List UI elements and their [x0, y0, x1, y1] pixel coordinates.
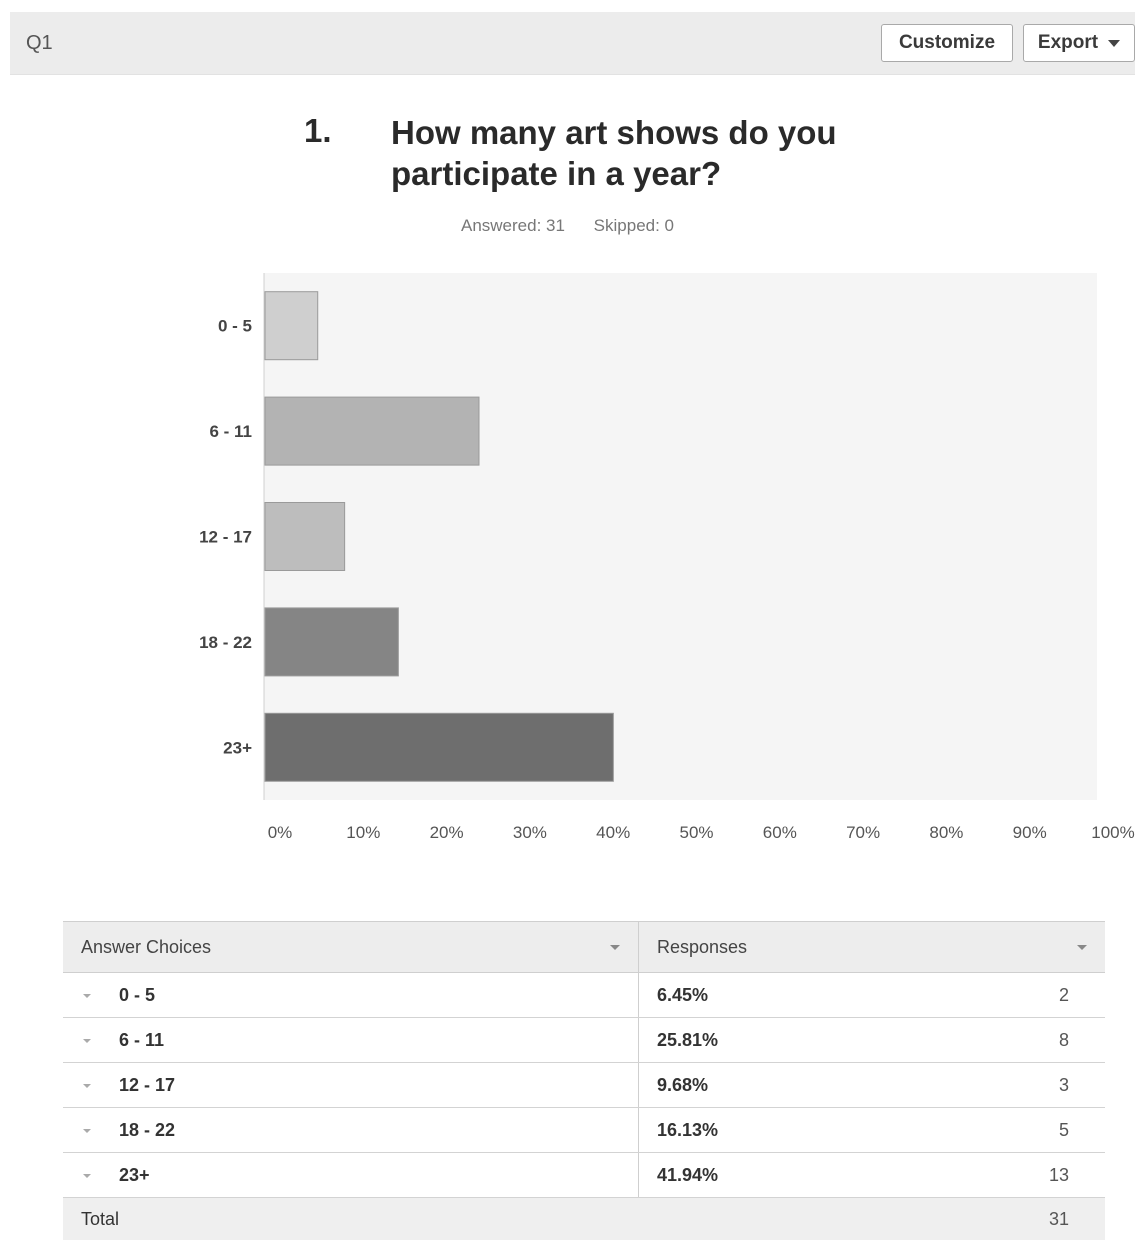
- answer-choices-header[interactable]: Answer Choices: [63, 922, 639, 973]
- choice-label: 23+: [119, 1165, 150, 1185]
- responses-header[interactable]: Responses: [639, 922, 1106, 973]
- bar[interactable]: [265, 608, 398, 676]
- x-tick-label: 80%: [929, 823, 963, 842]
- x-tick-label: 0%: [268, 823, 293, 842]
- table-header-row: Answer Choices Responses: [63, 922, 1105, 973]
- total-row: Total 31: [63, 1198, 1105, 1240]
- x-tick-label: 10%: [346, 823, 380, 842]
- count-cell: 8: [912, 1018, 1105, 1063]
- table-row: 0 - 5 6.45% 2: [63, 973, 1105, 1018]
- choice-cell: 23+: [63, 1153, 639, 1198]
- x-tick-label: 40%: [596, 823, 630, 842]
- responses-header-label: Responses: [657, 937, 747, 957]
- x-tick-label: 70%: [846, 823, 880, 842]
- row-expand-icon[interactable]: [83, 1039, 91, 1043]
- choice-label: 6 - 11: [119, 1030, 164, 1050]
- choice-label: 12 - 17: [119, 1075, 175, 1095]
- bar-chart: 0 - 5 6 - 11 12 - 17 18 - 22 23+ 0% 10% 20% 30% 4…: [0, 0, 1135, 880]
- sort-caret-icon[interactable]: [1077, 945, 1087, 950]
- choice-cell: 12 - 17: [63, 1063, 639, 1108]
- sort-caret-icon[interactable]: [610, 945, 620, 950]
- count-cell: 5: [912, 1108, 1105, 1153]
- table-row: 18 - 22 16.13% 5: [63, 1108, 1105, 1153]
- total-label: Total: [63, 1198, 639, 1240]
- row-expand-icon[interactable]: [83, 1174, 91, 1178]
- bar[interactable]: [265, 292, 318, 360]
- row-expand-icon[interactable]: [83, 1129, 91, 1133]
- choice-label: 0 - 5: [119, 985, 155, 1005]
- x-tick-label: 100%: [1091, 823, 1134, 842]
- total-count: 31: [912, 1198, 1105, 1240]
- y-tick-label: 0 - 5: [218, 317, 252, 336]
- responses-table: Answer Choices Responses 0 - 5 6.45% 2 6…: [63, 921, 1105, 1240]
- percent-cell: 9.68%: [639, 1063, 913, 1108]
- y-tick-label: 18 - 22: [199, 633, 252, 652]
- y-tick-label: 6 - 11: [209, 422, 252, 441]
- x-tick-label: 30%: [513, 823, 547, 842]
- percent-cell: 16.13%: [639, 1108, 913, 1153]
- choice-cell: 0 - 5: [63, 973, 639, 1018]
- choice-cell: 18 - 22: [63, 1108, 639, 1153]
- choice-label: 18 - 22: [119, 1120, 175, 1140]
- percent-cell: 41.94%: [639, 1153, 913, 1198]
- bar[interactable]: [265, 397, 479, 465]
- x-tick-label: 90%: [1013, 823, 1047, 842]
- x-tick-label: 50%: [679, 823, 713, 842]
- x-tick-label: 60%: [763, 823, 797, 842]
- table-row: 12 - 17 9.68% 3: [63, 1063, 1105, 1108]
- bar[interactable]: [265, 503, 345, 571]
- table-row: 23+ 41.94% 13: [63, 1153, 1105, 1198]
- percent-cell: 6.45%: [639, 973, 913, 1018]
- bar[interactable]: [265, 713, 613, 781]
- percent-cell: 25.81%: [639, 1018, 913, 1063]
- row-expand-icon[interactable]: [83, 1084, 91, 1088]
- table-row: 6 - 11 25.81% 8: [63, 1018, 1105, 1063]
- total-spacer: [639, 1198, 913, 1240]
- choice-cell: 6 - 11: [63, 1018, 639, 1063]
- row-expand-icon[interactable]: [83, 994, 91, 998]
- count-cell: 3: [912, 1063, 1105, 1108]
- count-cell: 13: [912, 1153, 1105, 1198]
- x-tick-label: 20%: [430, 823, 464, 842]
- count-cell: 2: [912, 973, 1105, 1018]
- y-tick-label: 23+: [223, 738, 252, 757]
- y-tick-label: 12 - 17: [199, 528, 252, 547]
- answer-choices-header-label: Answer Choices: [81, 937, 211, 957]
